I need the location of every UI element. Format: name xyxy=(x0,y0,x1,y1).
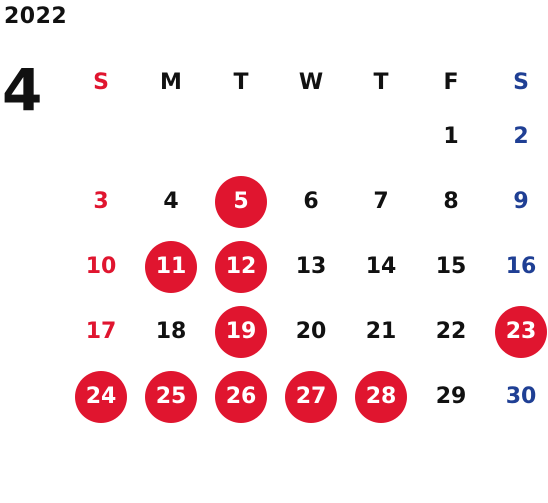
day-cell[interactable]: 22 xyxy=(416,299,486,364)
day-number: 2 xyxy=(513,124,529,149)
day-cell[interactable]: 19 xyxy=(206,299,276,364)
highlighted-day: 25 xyxy=(145,370,197,423)
empty-day-cell xyxy=(136,104,206,169)
weekday-thursday: T xyxy=(373,69,389,95)
weekday-header-row: S M T W T F S xyxy=(66,60,548,104)
day-number: 8 xyxy=(443,189,459,214)
day-cell[interactable]: 16 xyxy=(486,234,548,299)
highlighted-day: 5 xyxy=(215,175,267,228)
weekday-saturday: S xyxy=(513,69,529,95)
highlighted-day: 27 xyxy=(285,370,337,423)
highlighted-day: 12 xyxy=(215,240,267,293)
day-number: 30 xyxy=(505,384,537,409)
day-cell[interactable]: 14 xyxy=(346,234,416,299)
day-number: 21 xyxy=(365,319,397,344)
day-cell[interactable]: 24 xyxy=(66,364,136,429)
day-cell[interactable]: 21 xyxy=(346,299,416,364)
day-cell[interactable]: 13 xyxy=(276,234,346,299)
day-cell[interactable]: 23 xyxy=(486,299,548,364)
week-row: 10 11 12 13 14 15 16 xyxy=(66,234,548,299)
day-number: 14 xyxy=(365,254,397,279)
day-cell[interactable]: 7 xyxy=(346,169,416,234)
day-number: 29 xyxy=(435,384,467,409)
day-number: 4 xyxy=(163,189,179,214)
day-number: 16 xyxy=(505,254,537,279)
day-cell[interactable]: 11 xyxy=(136,234,206,299)
calendar-month: 4 xyxy=(2,56,43,124)
day-cell[interactable]: 10 xyxy=(66,234,136,299)
day-cell[interactable]: 20 xyxy=(276,299,346,364)
day-cell[interactable]: 12 xyxy=(206,234,276,299)
weekday-monday: M xyxy=(160,69,182,95)
day-cell[interactable]: 18 xyxy=(136,299,206,364)
calendar-year: 2022 xyxy=(4,4,68,29)
day-number: 13 xyxy=(295,254,327,279)
calendar-grid: S M T W T F S 1 2 3 4 5 6 7 8 9 10 11 12 13 14 15 16 17 1… xyxy=(66,60,548,429)
highlighted-day: 26 xyxy=(215,370,267,423)
day-number: 1 xyxy=(443,124,459,149)
day-number: 20 xyxy=(295,319,327,344)
day-cell[interactable]: 27 xyxy=(276,364,346,429)
day-cell[interactable]: 9 xyxy=(486,169,548,234)
day-cell[interactable]: 1 xyxy=(416,104,486,169)
weekday-tuesday: T xyxy=(233,69,249,95)
empty-day-cell xyxy=(276,104,346,169)
day-cell[interactable]: 17 xyxy=(66,299,136,364)
highlighted-day: 23 xyxy=(495,305,547,358)
calendar-weeks: 1 2 3 4 5 6 7 8 9 10 11 12 13 14 15 16 17 18 19 20 21 22 23 24 2… xyxy=(66,104,548,429)
day-number: 18 xyxy=(155,319,187,344)
week-row: 17 18 19 20 21 22 23 xyxy=(66,299,548,364)
highlighted-day: 19 xyxy=(215,305,267,358)
day-number: 3 xyxy=(93,189,109,214)
empty-day-cell xyxy=(66,104,136,169)
day-cell[interactable]: 26 xyxy=(206,364,276,429)
day-cell[interactable]: 4 xyxy=(136,169,206,234)
week-row: 3 4 5 6 7 8 9 xyxy=(66,169,548,234)
day-number: 22 xyxy=(435,319,467,344)
empty-day-cell xyxy=(346,104,416,169)
day-cell[interactable]: 3 xyxy=(66,169,136,234)
weekday-sunday: S xyxy=(93,69,109,95)
day-cell[interactable]: 2 xyxy=(486,104,548,169)
week-row: 24 25 26 27 28 29 30 xyxy=(66,364,548,429)
day-cell[interactable]: 5 xyxy=(206,169,276,234)
day-cell[interactable]: 6 xyxy=(276,169,346,234)
day-cell[interactable]: 25 xyxy=(136,364,206,429)
day-number: 7 xyxy=(373,189,389,214)
empty-day-cell xyxy=(206,104,276,169)
day-cell[interactable]: 15 xyxy=(416,234,486,299)
day-cell[interactable]: 29 xyxy=(416,364,486,429)
day-cell[interactable]: 8 xyxy=(416,169,486,234)
day-cell[interactable]: 30 xyxy=(486,364,548,429)
highlighted-day: 28 xyxy=(355,370,407,423)
weekday-wednesday: W xyxy=(298,69,324,95)
day-number: 10 xyxy=(85,254,117,279)
day-number: 6 xyxy=(303,189,319,214)
highlighted-day: 11 xyxy=(145,240,197,293)
day-cell[interactable]: 28 xyxy=(346,364,416,429)
weekday-friday: F xyxy=(443,69,459,95)
day-number: 17 xyxy=(85,319,117,344)
highlighted-day: 24 xyxy=(75,370,127,423)
day-number: 9 xyxy=(513,189,529,214)
day-number: 15 xyxy=(435,254,467,279)
